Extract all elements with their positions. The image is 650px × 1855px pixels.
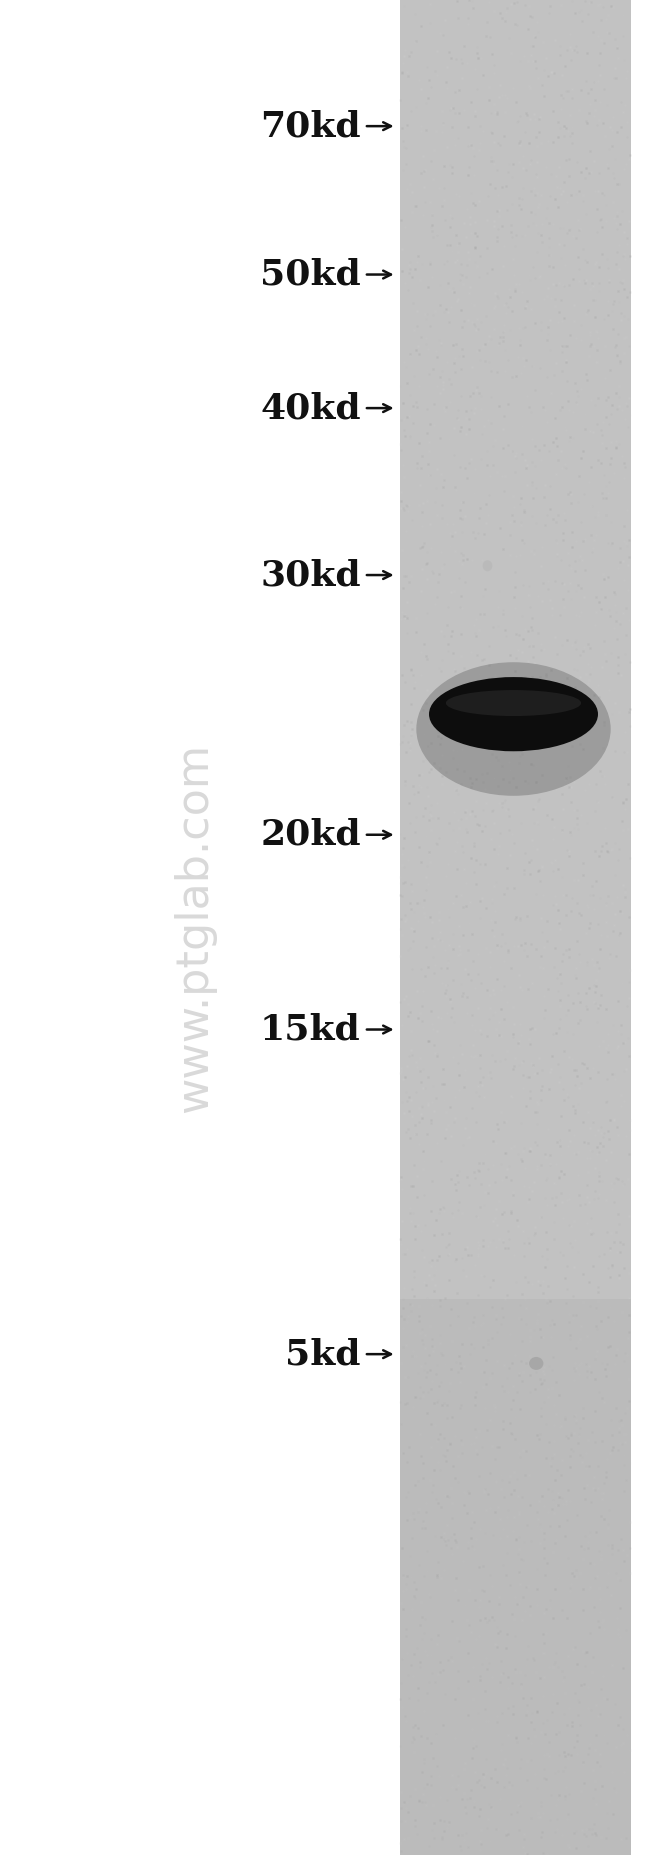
Text: 5kd: 5kd	[285, 1337, 361, 1371]
Ellipse shape	[416, 662, 610, 796]
Text: 20kd: 20kd	[260, 818, 361, 851]
Text: www.ptglab.com: www.ptglab.com	[174, 742, 216, 1113]
Ellipse shape	[429, 677, 598, 751]
Ellipse shape	[482, 560, 493, 571]
Ellipse shape	[529, 1356, 543, 1369]
Text: 50kd: 50kd	[260, 258, 361, 291]
Bar	[400, 0, 630, 1855]
Text: 15kd: 15kd	[260, 1013, 361, 1046]
Bar	[400, 1298, 630, 1855]
Ellipse shape	[446, 690, 581, 716]
Text: 70kd: 70kd	[260, 109, 361, 143]
Text: 40kd: 40kd	[260, 391, 361, 425]
Text: 30kd: 30kd	[260, 558, 361, 592]
